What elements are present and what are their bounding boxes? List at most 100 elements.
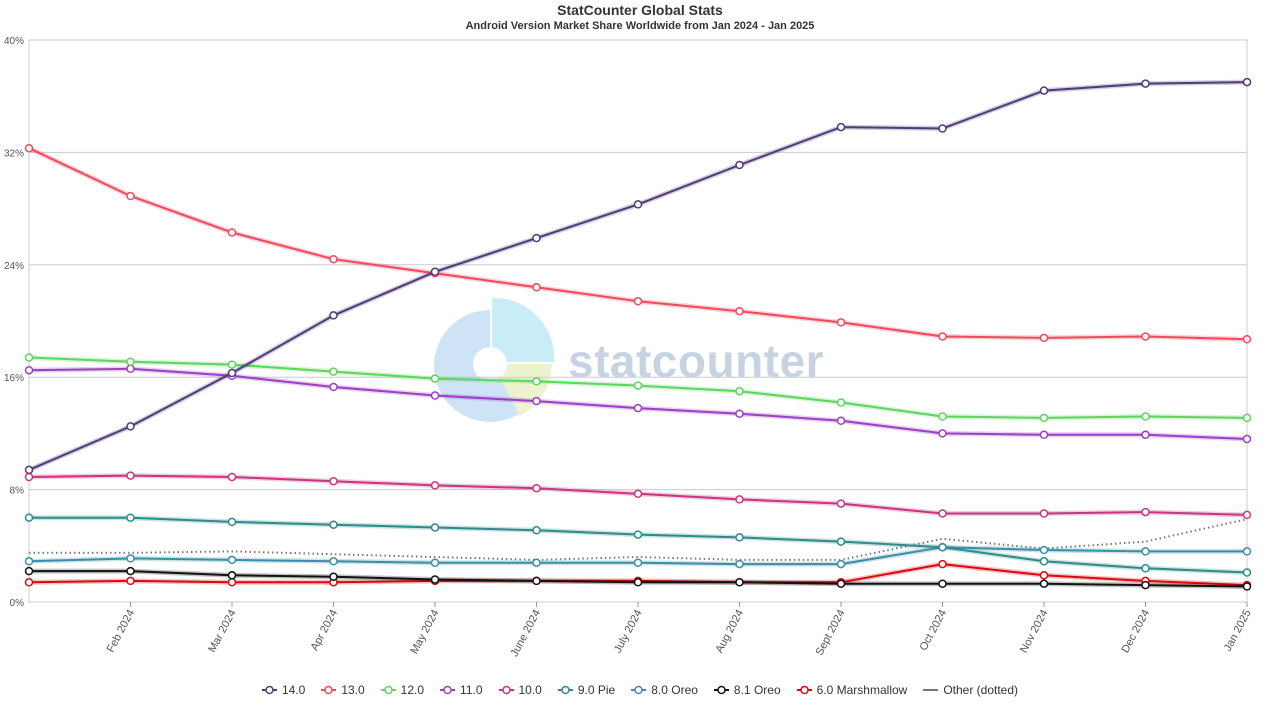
data-point[interactable] <box>836 499 846 508</box>
legend-item[interactable]: 13.0 <box>321 683 365 697</box>
data-point[interactable] <box>227 578 237 587</box>
data-point[interactable] <box>532 576 541 586</box>
legend-item[interactable]: 14.0 <box>261 683 305 697</box>
data-point[interactable] <box>1141 507 1150 517</box>
data-point[interactable] <box>836 416 846 426</box>
data-point[interactable] <box>836 579 846 588</box>
data-point[interactable] <box>1039 545 1049 555</box>
data-point[interactable] <box>633 558 643 567</box>
data-point[interactable] <box>227 571 237 580</box>
data-point[interactable] <box>633 297 643 306</box>
data-point[interactable] <box>1039 509 1049 518</box>
data-point[interactable] <box>938 559 947 569</box>
data-point[interactable] <box>1242 510 1252 520</box>
data-point[interactable] <box>1141 580 1150 590</box>
data-point[interactable] <box>227 472 237 482</box>
data-point[interactable] <box>1039 86 1049 95</box>
data-point[interactable] <box>532 377 541 386</box>
data-point[interactable] <box>633 403 643 413</box>
legend-item[interactable]: 12.0 <box>380 683 424 697</box>
data-point[interactable] <box>735 387 744 396</box>
legend-item[interactable]: 10.0 <box>498 683 542 697</box>
data-point[interactable] <box>1242 582 1252 591</box>
legend-item[interactable]: 11.0 <box>440 683 483 697</box>
data-point[interactable] <box>24 465 34 475</box>
data-point[interactable] <box>24 353 34 362</box>
data-point[interactable] <box>735 495 744 504</box>
data-point[interactable] <box>1242 413 1252 423</box>
data-point[interactable] <box>126 471 135 480</box>
data-point[interactable] <box>938 412 947 421</box>
legend-item[interactable]: 6.0 Marshmallow <box>796 683 907 697</box>
data-point[interactable] <box>633 381 643 390</box>
data-point[interactable] <box>329 476 338 486</box>
data-point[interactable] <box>1039 413 1049 423</box>
data-point[interactable] <box>938 579 947 588</box>
data-point[interactable] <box>227 360 237 369</box>
legend-item[interactable]: 8.0 Oreo <box>631 683 698 697</box>
data-point[interactable] <box>1039 557 1049 566</box>
data-point[interactable] <box>126 513 135 522</box>
data-point[interactable] <box>1141 564 1150 573</box>
data-point[interactable] <box>329 254 338 264</box>
data-point[interactable] <box>735 160 744 170</box>
data-point[interactable] <box>227 555 237 565</box>
data-point[interactable] <box>1242 434 1252 444</box>
data-point[interactable] <box>329 311 338 320</box>
data-point[interactable] <box>1141 430 1150 440</box>
data-point[interactable] <box>938 542 947 552</box>
data-point[interactable] <box>430 267 440 277</box>
data-point[interactable] <box>735 306 744 316</box>
data-point[interactable] <box>126 566 135 576</box>
data-point[interactable] <box>24 566 34 576</box>
data-point[interactable] <box>532 283 541 292</box>
data-point[interactable] <box>836 398 846 407</box>
data-point[interactable] <box>836 537 846 546</box>
data-point[interactable] <box>126 422 135 431</box>
data-point[interactable] <box>1242 568 1252 577</box>
data-point[interactable] <box>633 530 643 539</box>
data-point[interactable] <box>1141 412 1150 421</box>
data-point[interactable] <box>430 481 440 490</box>
data-point[interactable] <box>836 122 846 132</box>
data-point[interactable] <box>735 559 744 569</box>
data-point[interactable] <box>329 520 338 529</box>
data-point[interactable] <box>126 191 135 201</box>
data-point[interactable] <box>1141 79 1150 88</box>
data-point[interactable] <box>633 489 643 499</box>
data-point[interactable] <box>1242 547 1252 556</box>
data-point[interactable] <box>735 533 744 542</box>
data-point[interactable] <box>633 578 643 587</box>
data-point[interactable] <box>938 509 947 518</box>
data-point[interactable] <box>329 367 338 376</box>
data-point[interactable] <box>633 200 643 209</box>
data-point[interactable] <box>1141 332 1150 341</box>
data-point[interactable] <box>24 365 34 375</box>
data-point[interactable] <box>126 576 135 586</box>
data-point[interactable] <box>430 558 440 567</box>
data-point[interactable] <box>126 364 135 374</box>
data-point[interactable] <box>532 526 541 535</box>
data-point[interactable] <box>938 429 947 438</box>
data-point[interactable] <box>532 233 541 243</box>
data-point[interactable] <box>430 523 440 532</box>
data-point[interactable] <box>126 357 135 366</box>
data-point[interactable] <box>1039 571 1049 580</box>
data-point[interactable] <box>1242 335 1252 344</box>
data-point[interactable] <box>735 409 744 418</box>
data-point[interactable] <box>532 396 541 406</box>
legend-item[interactable]: 9.0 Pie <box>557 683 615 697</box>
data-point[interactable] <box>329 382 338 392</box>
legend-item[interactable]: Other (dotted) <box>923 683 1018 697</box>
data-point[interactable] <box>430 374 440 383</box>
data-point[interactable] <box>227 517 237 527</box>
legend-item[interactable]: 8.1 Oreo <box>713 683 781 697</box>
data-point[interactable] <box>430 391 440 400</box>
data-point[interactable] <box>24 557 34 566</box>
data-point[interactable] <box>227 368 237 378</box>
data-point[interactable] <box>1039 579 1049 588</box>
data-point[interactable] <box>1141 547 1150 556</box>
data-point[interactable] <box>532 483 541 493</box>
data-point[interactable] <box>735 578 744 587</box>
data-point[interactable] <box>126 554 135 563</box>
